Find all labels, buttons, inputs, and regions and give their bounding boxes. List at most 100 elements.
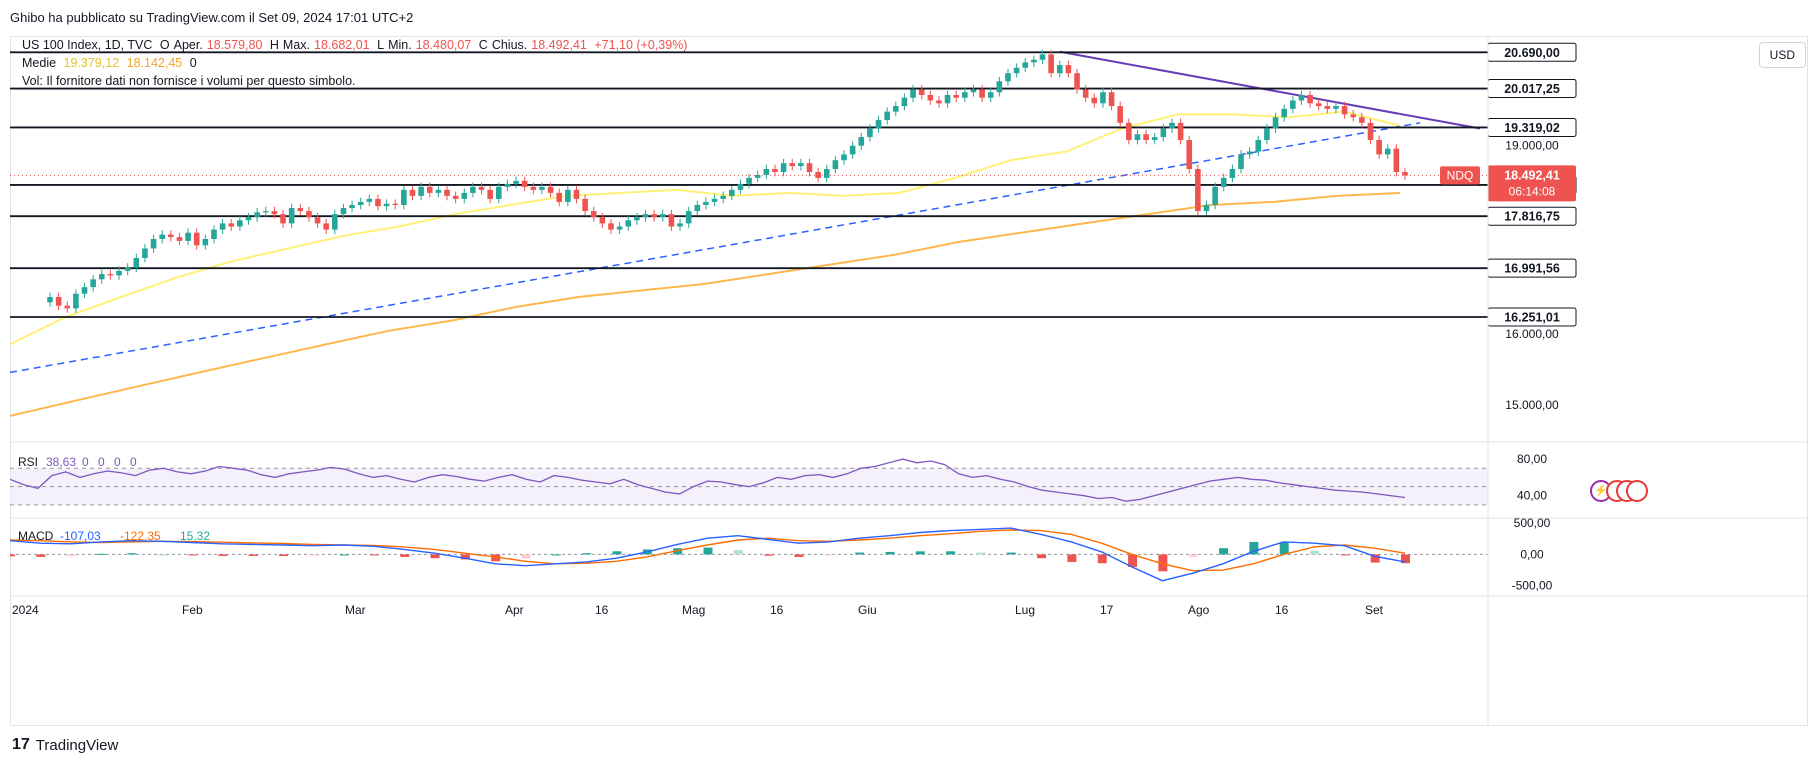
candle-body [694,204,701,212]
low-key: Min. [388,38,412,52]
macd-histogram-bar [1037,554,1047,559]
candle-body [202,238,209,246]
candle-body [521,180,528,187]
macd-histogram-bar [1097,554,1107,564]
macd-histogram-bar [794,554,804,557]
time-tick: 17 [1100,603,1114,617]
macd-histogram-bar [733,550,743,555]
candle-body [1091,97,1098,104]
candle-body [150,238,157,249]
candle-body [677,223,683,227]
candle-body [936,100,942,104]
chart-canvas[interactable]: 20.690,0020.017,2519.319,0218.331,8017.8… [10,36,1808,726]
low-label: L [377,38,385,52]
price-tick: 19.000,00 [1505,139,1559,153]
candle-body [1177,122,1184,140]
time-tick: 16 [595,603,609,617]
candle-body [582,198,588,212]
rsi-extra-value: 0 [130,455,137,469]
tradingview-logo[interactable]: 17 TradingView [12,736,118,754]
candle-body [168,234,174,238]
candle-body [573,189,580,199]
candle-body [1134,134,1141,140]
macd-line [10,527,1406,582]
candle-body [634,217,640,221]
candle-body [1229,169,1236,178]
candle-body [401,189,407,205]
macd-histogram-bar [703,547,713,555]
macd-histogram-bar [96,553,106,555]
candle-body [918,89,925,95]
candle-body [271,211,278,215]
candle-body [366,198,373,202]
candle-body [444,189,450,196]
candle-body [1074,73,1080,90]
candle-body [495,186,502,199]
macd-pane: MACD -107,03 -122,35 15,32 500,00 0,00 -500,00 [10,516,1553,593]
macd-histogram-bar [187,554,197,556]
symbol-title[interactable]: US 100 Index, 1D, TVC [22,38,153,52]
macd-histogram-bar [248,554,258,556]
candle-body [849,145,856,155]
ma-label[interactable]: Medie [22,56,57,70]
rsi-line [10,458,1406,502]
candle-body [64,305,71,309]
signal-value: -122,35 [120,529,161,543]
candle-body [884,111,890,121]
macd-tick: 500,00 [1514,516,1551,530]
candle-body [565,189,571,202]
candle-body [556,192,563,202]
price-tick: 15.000,00 [1505,398,1559,412]
candle-body [780,163,787,172]
macd-histogram-bar [521,554,531,559]
macd-histogram-bar [1370,554,1380,563]
brand-name: TradingView [35,736,119,754]
us-flag-icon[interactable] [1626,480,1648,502]
time-tick: 2024 [12,603,39,617]
macd-histogram-bar [1249,541,1259,555]
candle-body [98,274,105,280]
candle-body [1341,106,1348,115]
symbol-tag: NDQ [1447,168,1474,182]
macd-histogram-bar [915,551,925,555]
candle-body [711,198,718,202]
candle-body [616,226,623,230]
candle-body [832,160,839,170]
candle-body [962,92,968,98]
candle-body [1264,128,1270,140]
currency-button[interactable]: USD [1758,42,1806,68]
candle-body [1013,67,1020,74]
time-tick: Mar [345,603,366,617]
candle-body [237,220,243,227]
macd-tick: 0,00 [1520,547,1544,561]
macd-histogram-bar [1128,554,1138,567]
candle-body [470,186,476,193]
macd-histogram-bar [1310,550,1320,555]
ma200-line [10,191,1401,417]
candle-body [185,232,191,241]
hist-value: 15,32 [180,529,210,543]
ma50-line [10,110,1401,346]
time-tick: 16 [1275,603,1289,617]
candle-body [979,89,985,98]
macd-histogram-bar [400,554,410,557]
rsi-label: RSI [18,455,38,469]
candle-body [1246,151,1253,155]
event-icons[interactable]: ⚡ [1590,480,1648,502]
candle-body [1100,92,1106,104]
candle-body [461,192,468,199]
candle-body [806,163,813,172]
macd-histogram-bar [218,554,228,556]
candle-body [159,234,165,239]
candle-body [1333,106,1339,109]
close-key: Chius. [491,38,528,52]
macd-histogram-bar [36,554,46,557]
macd-histogram-bar [1158,554,1168,572]
candle-body [124,267,131,271]
candle-body [944,94,951,104]
candle-body [1117,106,1123,123]
candle-body [599,217,606,224]
open-value: 18.579,80 [206,38,263,52]
candle-body [323,223,329,230]
